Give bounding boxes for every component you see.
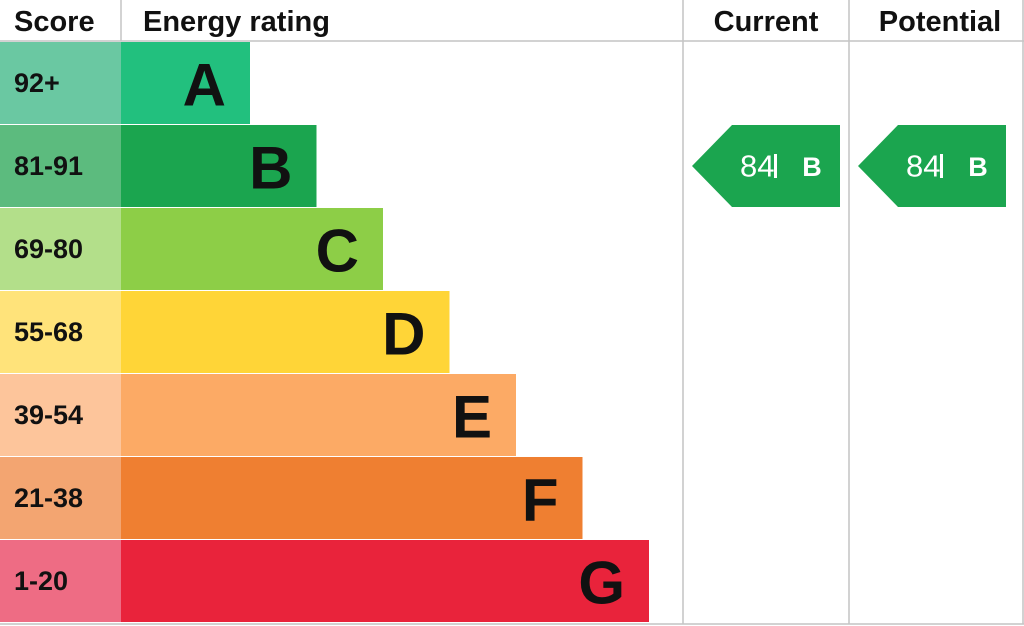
potential-letter: B <box>968 152 988 182</box>
score-range: 21-38 <box>14 483 83 513</box>
band-letter: C <box>316 218 359 285</box>
header-score: Score <box>14 6 95 38</box>
current-letter: B <box>802 152 822 182</box>
header-potential: Potential <box>879 6 1001 38</box>
score-range: 55-68 <box>14 317 83 347</box>
score-range: 1-20 <box>14 566 68 596</box>
potential-separator <box>940 154 943 178</box>
score-cell <box>0 291 121 373</box>
score-range: 92+ <box>14 68 60 98</box>
current-separator <box>774 154 777 178</box>
score-cell <box>0 457 121 539</box>
score-range: 69-80 <box>14 234 83 264</box>
band-letter: F <box>522 467 559 534</box>
band-letter: G <box>578 550 625 617</box>
score-range: 39-54 <box>14 400 83 430</box>
score-cell <box>0 208 121 290</box>
header-current: Current <box>714 6 819 38</box>
score-cell <box>0 374 121 456</box>
rating-bar <box>121 374 516 456</box>
score-cell <box>0 540 121 622</box>
band-letter: A <box>183 52 226 119</box>
rating-bar <box>121 540 649 622</box>
score-cell <box>0 42 121 124</box>
rating-bar <box>121 125 317 207</box>
header-rating: Energy rating <box>143 6 330 38</box>
score-cell <box>0 125 121 207</box>
score-range: 81-91 <box>14 151 83 181</box>
current-value: 84 <box>740 149 774 184</box>
band-letter: E <box>452 384 492 451</box>
current-arrow <box>692 125 840 207</box>
band-letter: D <box>382 301 425 368</box>
rating-bar <box>121 457 583 539</box>
rating-bar <box>121 42 250 124</box>
potential-arrow <box>858 125 1006 207</box>
band-letter: B <box>249 135 292 202</box>
potential-value: 84 <box>906 149 940 184</box>
rating-bar <box>121 291 450 373</box>
rating-bar <box>121 208 383 290</box>
